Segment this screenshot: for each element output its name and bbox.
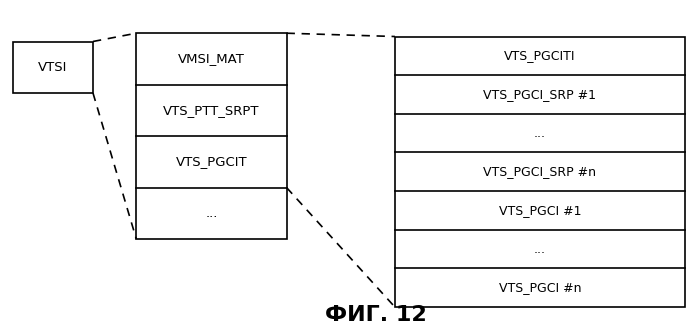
Bar — [136, 33, 287, 239]
Text: VTS_PGCITI: VTS_PGCITI — [504, 49, 576, 62]
Bar — [13, 42, 93, 93]
Text: ...: ... — [534, 243, 546, 256]
Text: VTS_PTT_SRPT: VTS_PTT_SRPT — [163, 104, 260, 117]
Bar — [395, 37, 685, 307]
Text: VTSI: VTSI — [38, 61, 68, 74]
Text: VTS_PGCIT: VTS_PGCIT — [175, 155, 247, 168]
Text: VTS_PGCI #n: VTS_PGCI #n — [498, 281, 582, 294]
Text: ФИГ. 12: ФИГ. 12 — [325, 305, 426, 325]
Text: VMSI_MAT: VMSI_MAT — [178, 52, 245, 65]
Text: VTS_PGCI #1: VTS_PGCI #1 — [498, 204, 582, 217]
Text: VTS_PGCI_SRP #n: VTS_PGCI_SRP #n — [484, 165, 596, 178]
Text: ...: ... — [206, 207, 217, 220]
Text: ...: ... — [534, 126, 546, 140]
Text: VTS_PGCI_SRP #1: VTS_PGCI_SRP #1 — [484, 88, 596, 101]
